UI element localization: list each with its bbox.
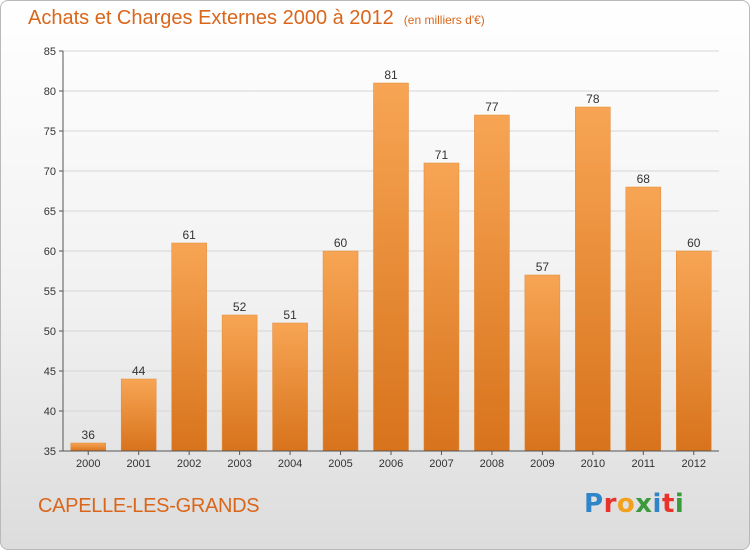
y-tick-label: 80 (44, 86, 56, 98)
x-tick-label: 2002 (177, 458, 201, 470)
bar-2001 (120, 378, 157, 452)
x-tick-label: 2006 (379, 458, 403, 470)
commune-name: CAPELLE-LES-GRANDS (38, 495, 260, 517)
y-tick-label: 45 (44, 366, 56, 378)
bar-2006 (373, 82, 409, 452)
bar-2011 (625, 186, 662, 452)
x-tick-label: 2000 (76, 458, 100, 470)
y-tick-label: 65 (44, 206, 56, 218)
chart-title: Achats et Charges Externes 2000 à 2012 (e… (28, 7, 485, 30)
x-tick-label: 2004 (278, 458, 302, 470)
data-label: 36 (82, 428, 96, 442)
logo-letter: i (652, 489, 662, 519)
x-tick-label: 2009 (530, 458, 554, 470)
data-label: 60 (687, 236, 701, 250)
data-label: 71 (435, 148, 449, 162)
bar-2009 (524, 274, 561, 452)
bar-2004 (272, 322, 308, 452)
x-tick-label: 2011 (631, 458, 655, 470)
x-tick-label: 2010 (581, 458, 605, 470)
logo-letter: t (661, 489, 675, 519)
logo-letter: o (616, 489, 636, 519)
y-tick-label: 50 (44, 326, 56, 338)
logo-letter: P (584, 489, 604, 519)
tick-labels: 35 40 45 50 55 60 65 70 75 80 85 2000 2001 2002 2003 20… (44, 46, 706, 470)
data-label: 57 (536, 260, 550, 274)
x-tick-label: 2012 (682, 458, 706, 470)
bar-2008 (474, 114, 510, 452)
bar-2003 (221, 314, 258, 452)
data-label: 44 (132, 364, 146, 378)
y-tick-label: 85 (44, 46, 56, 58)
data-label: 68 (637, 172, 651, 186)
chart-subtitle: (en milliers d'€) (403, 13, 485, 27)
bar-2000 (70, 442, 106, 452)
data-label: 77 (485, 100, 499, 114)
x-tick-label: 2008 (480, 458, 504, 470)
bar-chart: 35 40 45 50 55 60 65 70 75 80 85 2000 2001 2002 2003 20… (44, 46, 719, 470)
logo-letter: x (635, 489, 653, 519)
proxiti-logo[interactable]: Proxiti (584, 489, 684, 519)
x-tick-label: 2007 (429, 458, 453, 470)
bar-2010 (575, 106, 611, 452)
x-tick-label: 2003 (227, 458, 251, 470)
data-label: 52 (233, 300, 247, 314)
bars (70, 82, 712, 452)
bar-2005 (322, 250, 359, 452)
y-tick-label: 35 (44, 446, 56, 458)
data-label: 81 (384, 68, 398, 82)
data-labels: 36 44 61 52 51 60 81 71 77 57 78 68 60 (82, 68, 701, 442)
data-label: 78 (586, 92, 600, 106)
x-tick-label: 2005 (328, 458, 352, 470)
y-tick-label: 70 (44, 166, 56, 178)
chart-title-text: Achats et Charges Externes 2000 à 2012 (28, 7, 394, 29)
y-tick-label: 55 (44, 286, 56, 298)
data-label: 60 (334, 236, 348, 250)
y-tick-label: 60 (44, 246, 56, 258)
logo-letter: i (674, 489, 685, 519)
data-label: 51 (283, 308, 297, 322)
bar-2007 (423, 162, 460, 452)
logo-letter: r (603, 489, 617, 519)
data-label: 61 (182, 228, 196, 242)
y-tick-label: 75 (44, 126, 56, 138)
x-tick-label: 2001 (126, 458, 150, 470)
y-tick-label: 40 (44, 406, 56, 418)
bar-2002 (171, 242, 207, 452)
bar-2012 (676, 250, 712, 452)
